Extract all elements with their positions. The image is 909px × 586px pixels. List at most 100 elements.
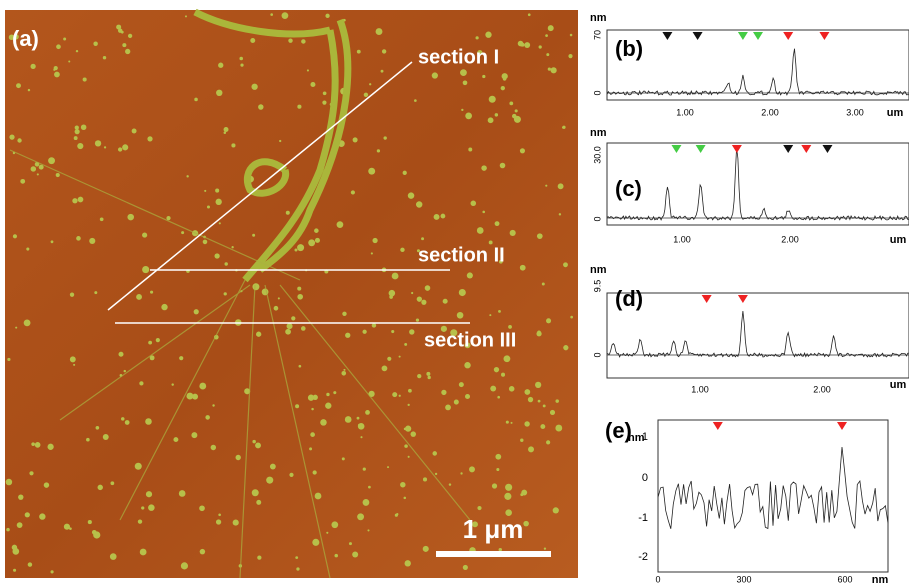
x-tick-label: 0 [655,574,660,584]
particle [218,63,223,68]
particle [441,214,446,219]
particle [512,114,517,119]
particle [369,83,371,85]
particle [76,236,81,241]
particle [216,199,222,205]
particle [125,420,130,425]
particle [559,213,561,215]
particle [360,436,362,438]
afm-image [5,10,578,578]
particle [310,432,315,437]
particle [421,300,426,305]
particle [489,96,496,103]
particle [523,521,529,527]
particle [550,410,555,415]
particle [56,173,60,177]
particle [274,306,279,311]
particle [423,477,427,481]
particle [443,299,448,304]
y-tick-label: 1 [642,431,648,443]
particle [240,64,243,67]
particle [520,265,526,271]
particle [399,356,401,358]
particle [309,447,312,450]
particle [297,294,303,300]
particle [299,365,302,368]
particle [98,485,103,490]
particle [500,163,506,169]
particle [357,417,360,420]
particle [404,343,407,346]
x-tick-label: 600 [837,574,852,584]
particle [212,404,214,406]
particle [103,434,109,440]
particle [13,569,16,572]
cursor-marker [738,32,748,40]
particle [142,233,147,238]
particle [194,98,198,102]
particle [56,44,61,49]
particle [207,205,210,208]
particle [110,553,117,560]
particle [200,549,205,554]
particle [545,34,548,37]
particle [358,423,365,430]
particle [403,171,407,175]
particle [48,157,55,164]
particle [76,50,78,52]
x-tick-label: 3.00 [846,107,864,117]
particle [119,352,124,357]
cursor-marker [713,422,723,430]
particle [64,524,70,530]
particle [524,42,530,48]
particle [365,410,370,415]
particle [285,329,291,335]
particle [121,31,124,34]
particle [282,12,289,19]
panel-label: (d) [615,286,643,311]
particle [536,331,541,336]
particle [563,345,568,350]
section-label: section III [424,329,516,351]
particle [518,41,524,47]
particle [345,416,352,423]
particle [118,147,122,151]
particle [489,314,491,316]
particle [469,466,475,472]
particle [186,175,188,177]
particle [372,238,377,243]
particle [77,143,83,149]
particle [15,327,17,329]
particle [520,148,525,153]
particle [349,542,352,545]
y-unit: nm [590,12,607,24]
particle [95,140,101,146]
scale-bar [436,551,551,557]
particle [25,512,30,517]
profile-trace [658,447,888,529]
cursor-marker [753,32,763,40]
particle [307,69,309,71]
particle [291,316,295,320]
y-tick-label: 0 [642,472,648,484]
particle [31,442,35,446]
particle [421,237,424,240]
particle [216,90,222,96]
particle [148,341,152,345]
particle [252,283,259,290]
particle [47,444,53,450]
particle [417,374,421,378]
particle [538,400,541,403]
particle [139,381,143,385]
profile-trace [607,49,909,95]
particle [179,356,183,360]
section-label: section II [418,244,505,266]
particle [392,273,399,280]
particle [233,520,239,526]
particle [463,565,468,570]
particle [411,292,413,294]
particle [185,15,187,17]
y-tick-label: -1 [638,512,648,524]
particle [477,227,484,234]
particle [30,64,35,69]
